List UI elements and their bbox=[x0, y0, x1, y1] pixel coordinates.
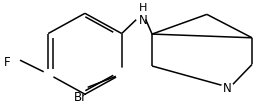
Text: Br: Br bbox=[74, 91, 87, 104]
Text: F: F bbox=[4, 56, 11, 69]
Text: N: N bbox=[139, 14, 147, 27]
Text: N: N bbox=[223, 82, 232, 95]
Text: H: H bbox=[139, 3, 147, 13]
